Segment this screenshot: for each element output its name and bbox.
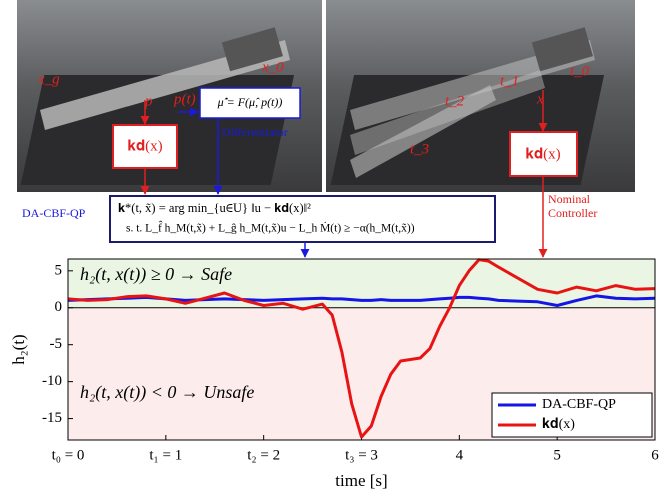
photo-label: x_0 <box>261 59 284 75</box>
x-tick-label: 6 <box>651 447 659 463</box>
photo-label: x_g <box>37 71 60 87</box>
annotation: h₂(t, x(t)) ≥ 0 → Safe <box>80 264 232 285</box>
y-tick-label: 5 <box>55 262 63 278</box>
photo-label: x <box>536 91 544 107</box>
differentiator-box <box>199 87 301 119</box>
y-tick-label: 0 <box>55 299 63 315</box>
block-label: 𝐤*(t, x̃) = arg min_{u∈U} ‖u − 𝐤𝐝(x)‖² <box>118 201 311 215</box>
photo-right <box>326 0 635 192</box>
y-tick-label: -5 <box>50 336 63 352</box>
x-tick-label: 4 <box>456 447 464 463</box>
photo-label: t_0 <box>570 63 590 79</box>
legend <box>491 392 653 438</box>
legend-label: DA-CBF-QP <box>542 397 616 412</box>
series-line <box>67 258 656 439</box>
arrows <box>140 90 548 258</box>
annotation: h₂(t, x(t)) < 0 → Unsafe <box>80 382 254 403</box>
photo-label: t_2 <box>445 93 465 109</box>
x-tick-label: t₃ = 3 <box>345 447 378 463</box>
block-label: 𝐤𝐝(x) <box>525 146 560 162</box>
block-label: Differentiator <box>222 125 288 139</box>
qp-box <box>109 195 496 243</box>
plot-frame <box>67 258 656 441</box>
photo-label: p <box>144 93 153 109</box>
block-label: μ̂̇ = F(μ̂, p(t)) <box>217 95 283 109</box>
photo-label: p(t) <box>173 91 196 107</box>
block-label: DA-CBF-QP <box>22 206 86 220</box>
block-label: s. t. L_f̂ h_M(t,x̃) + L_ĝ h_M(t,x̃)u − … <box>126 220 415 235</box>
x-tick-label: t₀ = 0 <box>52 447 85 463</box>
block-label: 𝐤𝐝(x) <box>127 138 162 154</box>
chart: 5 0 -5 -10 -15 t₀ = 0 t₁ = 1 t₂ = 2 t₃ = 3 4 5 6 h₂(… <box>9 258 659 490</box>
nominal-box <box>112 124 178 169</box>
y-tick-label: -10 <box>42 373 62 389</box>
x-tick-label: 5 <box>553 447 561 463</box>
x-tick-label: t₂ = 2 <box>247 447 280 463</box>
block-label: Controller <box>548 206 597 220</box>
x-tick-label: t₁ = 1 <box>149 447 182 463</box>
photo-label: t_3 <box>410 141 429 157</box>
y-axis-label: h₂(t) <box>9 334 28 364</box>
block-label: Nominal <box>548 192 591 206</box>
legend-label: 𝐤𝐝(x) <box>542 417 575 432</box>
x-axis-label: time [s] <box>335 471 387 490</box>
photo-label: t_1 <box>500 73 519 89</box>
y-tick-label: -15 <box>42 410 62 426</box>
